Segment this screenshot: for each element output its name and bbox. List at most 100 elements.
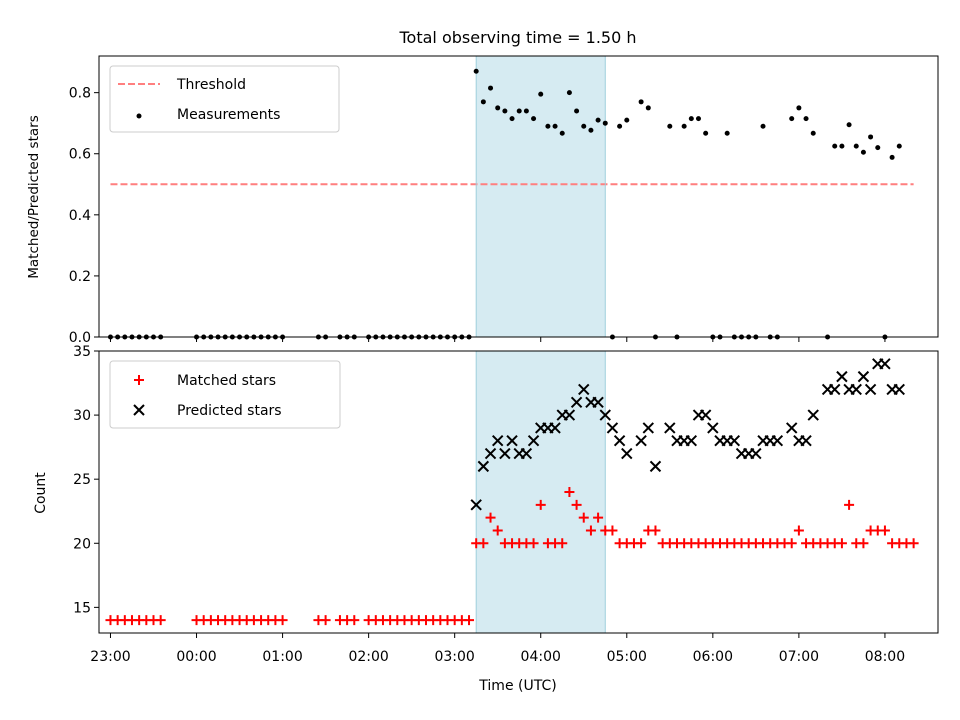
bottom-y-tick-label: 35	[73, 344, 91, 360]
x-axis-label: Time (UTC)	[478, 678, 556, 694]
measurement-point	[552, 123, 558, 129]
predicted-star-point	[685, 435, 698, 447]
predicted-star-point	[857, 370, 870, 383]
predicted-star-point	[707, 422, 719, 434]
bottom-legend-box	[109, 360, 341, 429]
bottom-y-tick-label: 30	[73, 408, 91, 424]
measurement-point	[595, 117, 601, 123]
measurement-point	[545, 123, 551, 129]
matched-star-point	[786, 538, 797, 549]
measurement-point	[789, 116, 795, 122]
measurement-point	[760, 123, 766, 129]
top-y-tick-label: 0.4	[69, 208, 91, 224]
bottom-observing-span	[476, 351, 606, 633]
measurement-point	[516, 108, 522, 114]
measurement-point	[889, 154, 895, 160]
predicted-star-point	[800, 435, 812, 447]
matched-star-point	[879, 525, 890, 536]
matched-star-point	[636, 538, 647, 549]
predicted-star-point	[829, 383, 841, 396]
measurement-point	[602, 120, 608, 126]
chart-title: Total observing time = 1.50 h	[398, 28, 636, 47]
predicted-star-point	[786, 422, 798, 434]
matched-star-point	[607, 525, 618, 536]
predicted-star-point	[499, 447, 511, 460]
matched-star-point	[464, 615, 475, 626]
predicted-star-point	[836, 370, 848, 383]
matched-star-point	[155, 615, 166, 626]
measurement-point	[695, 116, 701, 122]
matched-star-point	[557, 538, 568, 549]
measurement-point	[488, 85, 494, 91]
predicted-star-point	[664, 422, 676, 434]
x-tick-label: 06:00	[693, 649, 733, 665]
predicted-star-point	[563, 409, 576, 421]
x-tick-label: 07:00	[779, 649, 819, 665]
matched-star-point	[844, 499, 855, 510]
measurement-point	[868, 134, 874, 140]
measurement-point	[681, 123, 687, 129]
matched-star-point	[277, 615, 288, 626]
predicted-star-point	[599, 409, 611, 421]
top-y-tick-label: 0.2	[69, 269, 91, 285]
predicted-star-point	[477, 460, 490, 473]
top-y-tick-label: 0.6	[69, 147, 91, 163]
matched-star-point	[492, 525, 503, 536]
matched-star-point	[908, 538, 919, 549]
matched-star-point	[650, 525, 661, 536]
bottom-legend: Matched stars Predicted stars	[109, 360, 341, 429]
measurement-point	[810, 130, 816, 136]
predicted-star-point	[864, 383, 877, 396]
measurement-point	[480, 99, 486, 105]
matched-star-point	[858, 538, 869, 549]
matched-stars-group	[105, 351, 919, 633]
top-legend: Threshold Measurements	[109, 65, 340, 133]
matched-star-point	[349, 615, 360, 626]
measurement-point	[803, 116, 809, 122]
measurement-point	[473, 68, 479, 74]
top-y-ticks: 0.0 0.2 0.4 0.6 0.8	[69, 86, 99, 346]
measurement-point	[523, 108, 529, 114]
predicted-star-point	[527, 435, 540, 447]
top-legend-box	[109, 65, 340, 133]
predicted-star-point	[635, 435, 647, 447]
predicted-star-point	[613, 435, 626, 447]
matched-star-point	[793, 525, 804, 536]
predicted-star-point	[606, 422, 619, 434]
matched-star-point	[836, 538, 847, 549]
measurement-point	[495, 105, 501, 111]
top-observing-span	[476, 56, 606, 337]
measurement-point	[688, 116, 694, 122]
bottom-panel: 15 20 25 30 35 23:00 00:00 01:00 02:00 03:00 04:0…	[33, 344, 939, 694]
top-panel: 0.0 0.2 0.4 0.6 0.8 Total observing time = 1…	[26, 28, 939, 346]
measurement-point	[559, 130, 565, 136]
x-tick-label: 00:00	[176, 649, 216, 665]
predicted-star-point	[520, 447, 533, 460]
measurement-point	[638, 99, 644, 105]
bottom-y-tick-label: 15	[73, 600, 91, 616]
legend-matched-swatch	[134, 375, 144, 385]
predicted-star-point	[592, 396, 604, 408]
legend-measurements-label: Measurements	[177, 107, 280, 123]
measurement-point	[588, 127, 594, 133]
predicted-star-point	[699, 409, 712, 421]
measurement-point	[860, 149, 866, 155]
predicted-star-point	[750, 447, 762, 460]
predicted-star-point	[491, 435, 504, 447]
top-y-tick-label: 0.0	[69, 330, 91, 346]
predicted-star-point	[549, 422, 561, 434]
matched-star-point	[585, 525, 596, 536]
predicted-star-point	[807, 409, 819, 421]
predicted-stars-group	[470, 358, 905, 511]
measurement-point	[566, 90, 572, 96]
measurement-point	[538, 91, 544, 97]
legend-predicted-label: Predicted stars	[177, 403, 282, 419]
predicted-star-point	[506, 435, 518, 447]
measurement-point	[896, 143, 902, 149]
x-tick-label: 05:00	[607, 649, 647, 665]
matched-star-point	[478, 538, 489, 549]
x-tick-label: 23:00	[90, 649, 130, 665]
x-tick-label: 04:00	[521, 649, 561, 665]
bottom-y-tick-label: 25	[73, 472, 91, 488]
bottom-x-ticks: 23:00 00:00 01:00 02:00 03:00 04:00 05:00 06:00…	[90, 633, 905, 665]
